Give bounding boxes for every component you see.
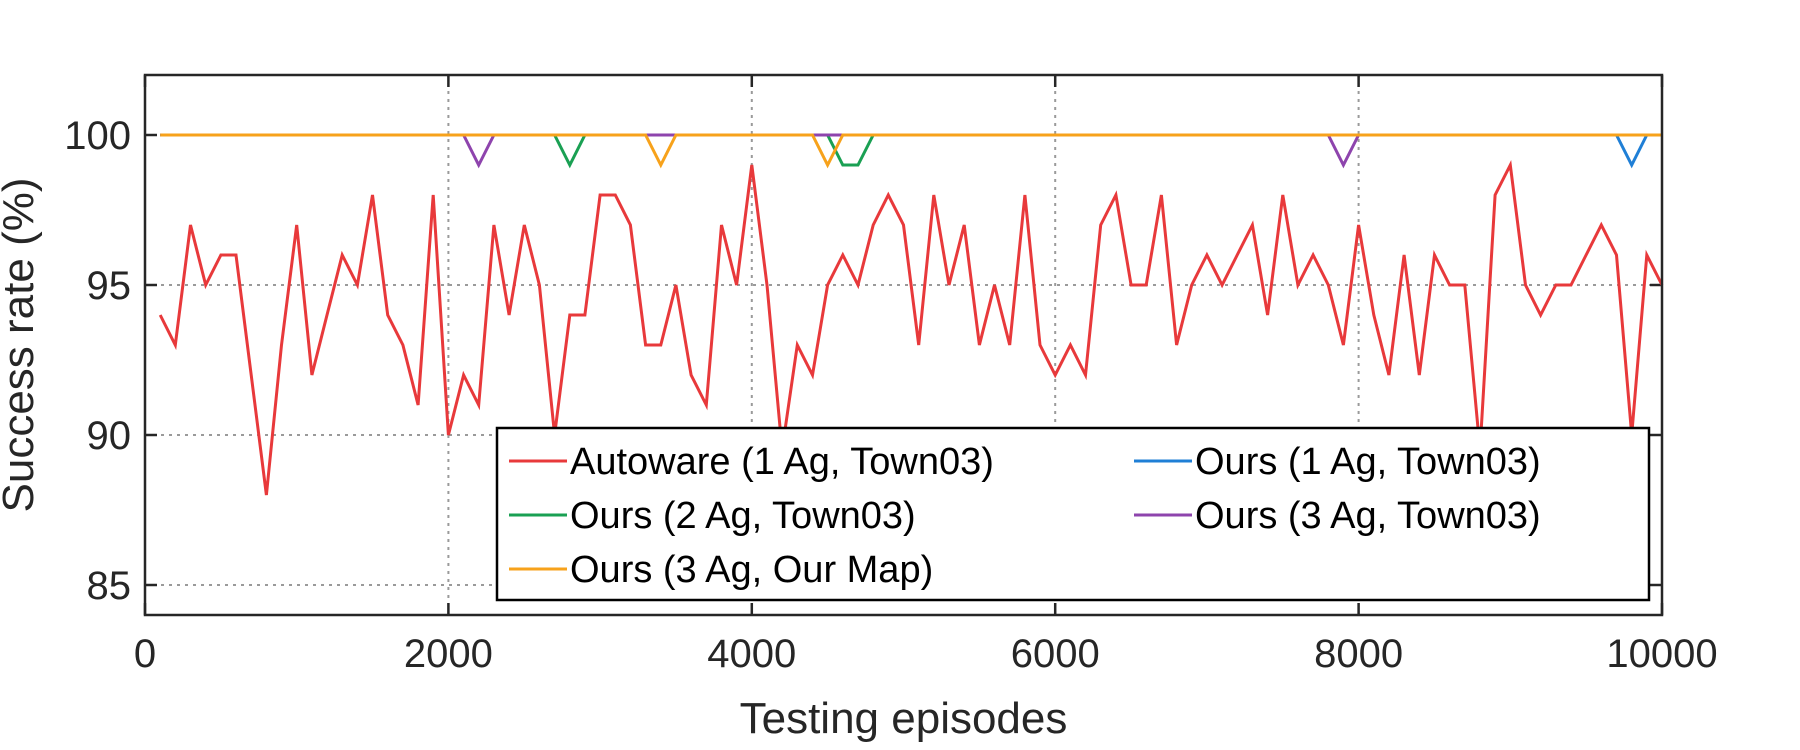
legend-entries: Autoware (1 Ag, Town03) Ours (1 Ag, Town0… bbox=[509, 441, 1541, 591]
x-tick-label: 2000 bbox=[404, 632, 493, 676]
y-axis-label: Success rate (%) bbox=[0, 178, 43, 513]
tick-layer: 0 2000 4000 6000 8000 10000 85 90 95 100 bbox=[64, 75, 1718, 676]
y-tick-label: 100 bbox=[64, 114, 131, 158]
legend-label-1: Ours (1 Ag, Town03) bbox=[1195, 441, 1541, 483]
legend-label-3: Ours (3 Ag, Town03) bbox=[1195, 495, 1541, 537]
x-tick-label: 4000 bbox=[707, 632, 796, 676]
x-tick-label: 0 bbox=[134, 632, 156, 676]
series-line-4 bbox=[160, 133, 1662, 169]
legend-label-4: Ours (3 Ag, Our Map) bbox=[570, 549, 933, 591]
legend-label-2: Ours (2 Ag, Town03) bbox=[570, 495, 916, 537]
y-tick-label: 90 bbox=[87, 414, 132, 458]
x-tick-label: 10000 bbox=[1606, 632, 1717, 676]
series-line-2 bbox=[160, 133, 1662, 169]
series-line-0 bbox=[158, 159, 1664, 496]
y-tick-label: 95 bbox=[87, 264, 132, 308]
series-line-3 bbox=[160, 133, 1662, 169]
x-axis-label: Testing episodes bbox=[740, 694, 1068, 743]
legend: Autoware (1 Ag, Town03) Ours (1 Ag, Town0… bbox=[495, 426, 1651, 602]
series-line-1 bbox=[160, 133, 1662, 169]
plot-frame bbox=[143, 73, 1664, 617]
legend-label-0: Autoware (1 Ag, Town03) bbox=[570, 441, 994, 483]
x-tick-label: 6000 bbox=[1011, 632, 1100, 676]
series-layer bbox=[158, 133, 1664, 496]
legend-box bbox=[495, 426, 1651, 602]
x-tick-label: 8000 bbox=[1314, 632, 1403, 676]
y-tick-label: 85 bbox=[87, 564, 132, 608]
